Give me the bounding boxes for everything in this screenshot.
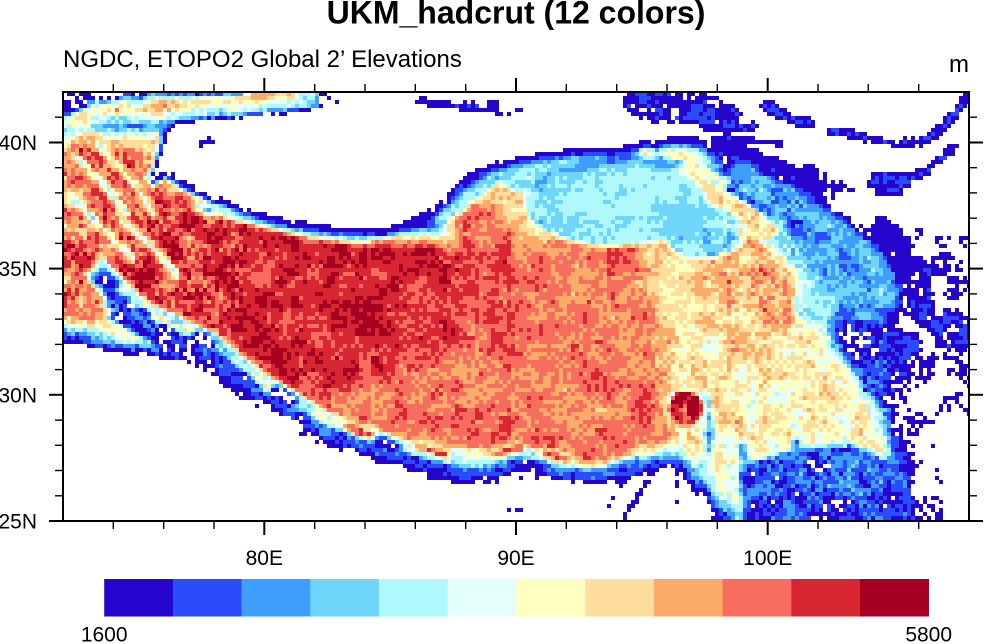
svg-text:NGDC, ETOPO2 Global 2’ Elevati: NGDC, ETOPO2 Global 2’ Elevations bbox=[63, 46, 462, 73]
svg-text:5800: 5800 bbox=[905, 624, 952, 644]
svg-text:UKM_hadcrut (12 colors): UKM_hadcrut (12 colors) bbox=[327, 0, 706, 31]
svg-text:1600: 1600 bbox=[81, 624, 128, 644]
svg-text:30N: 30N bbox=[0, 384, 37, 407]
svg-text:40N: 40N bbox=[0, 132, 37, 155]
svg-text:35N: 35N bbox=[0, 258, 37, 281]
svg-text:25N: 25N bbox=[0, 511, 37, 534]
svg-text:80E: 80E bbox=[246, 547, 283, 570]
svg-text:m: m bbox=[949, 51, 969, 78]
svg-text:90E: 90E bbox=[497, 547, 534, 570]
svg-text:100E: 100E bbox=[743, 547, 792, 570]
